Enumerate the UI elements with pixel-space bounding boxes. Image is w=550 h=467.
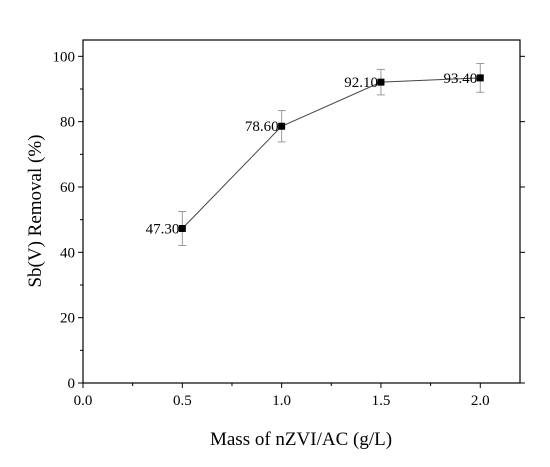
data-label: 47.30	[146, 221, 180, 237]
data-point	[178, 224, 186, 232]
data-point	[476, 74, 484, 82]
data-point	[377, 78, 385, 86]
y-axis-title: Sb(V) Removal (%)	[25, 134, 46, 287]
x-tick-label: 0.5	[173, 393, 192, 409]
x-axis-title: Mass of nZVI/AC (g/L)	[210, 429, 392, 450]
x-tick-label: 2.0	[471, 393, 490, 409]
y-tick-label: 0	[68, 376, 76, 392]
data-label: 92.10	[344, 75, 378, 91]
series: 47.30 78.60 92.10 93.40	[146, 63, 485, 246]
y-tick-label: 60	[60, 180, 75, 196]
series-line	[181, 77, 481, 229]
data-label: 78.60	[245, 119, 279, 135]
y-tick-label: 100	[53, 49, 76, 65]
y-tick-label: 40	[60, 245, 75, 261]
x-tick-label: 1.0	[272, 393, 291, 409]
x-tick-label: 1.5	[372, 393, 391, 409]
y-tick-label: 20	[60, 311, 75, 327]
y-tick-label: 80	[60, 115, 75, 131]
plot-frame	[82, 39, 521, 384]
data-label: 93.40	[444, 71, 478, 87]
ticks: 0.0 0.5 1.0 1.5 2.0 0 20 40 60 80 100	[53, 49, 525, 409]
x-tick-label: 0.0	[74, 393, 93, 409]
data-point	[278, 122, 286, 130]
